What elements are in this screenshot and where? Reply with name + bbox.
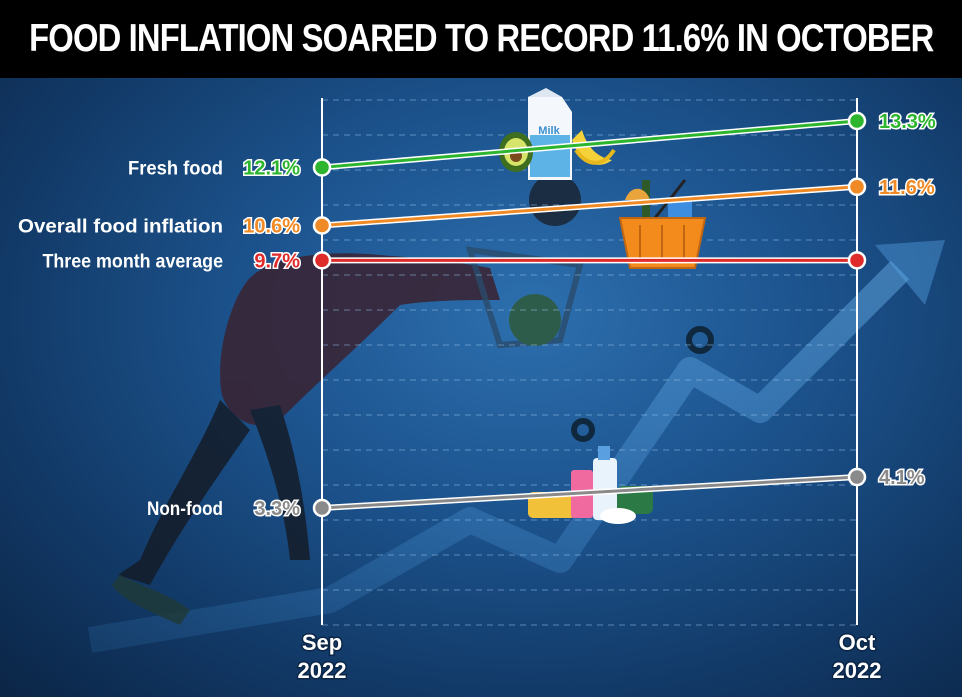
non-food-point bbox=[312, 498, 332, 518]
label-layer: Fresh food 12.1% 13.3% Overall food inflati… bbox=[18, 110, 937, 522]
overall-food-inflation-line bbox=[321, 185, 858, 227]
fresh-food-line bbox=[321, 119, 858, 169]
overall-food-inflation-point bbox=[312, 216, 332, 235]
non-food-value-label: 3.3% bbox=[254, 498, 300, 520]
fresh-food-value-label: 12.1% bbox=[243, 157, 300, 179]
three-month-average-point bbox=[847, 251, 867, 270]
non-food-value-label: 4.1% bbox=[879, 467, 925, 489]
non-food-point bbox=[847, 467, 867, 487]
non-food-series-label: Non-food bbox=[147, 499, 223, 520]
fresh-food-value-label: 13.3% bbox=[879, 111, 936, 133]
overall-food-inflation-value-label: 10.6% bbox=[243, 215, 300, 237]
gridlines bbox=[321, 98, 858, 626]
overall-food-inflation-point bbox=[847, 177, 867, 197]
rising-arrow-icon bbox=[87, 240, 945, 653]
title-bar: FOOD INFLATION SOARED TO RECORD 11.6% IN… bbox=[0, 0, 962, 78]
fresh-food-point bbox=[847, 111, 867, 131]
person-pushing-cart-icon bbox=[112, 174, 714, 625]
three-month-average-series-label: Three month average bbox=[43, 251, 224, 272]
non-food-line bbox=[321, 475, 858, 510]
x-tick-month: Oct bbox=[839, 630, 876, 655]
banana-icon bbox=[572, 130, 616, 165]
overall-food-inflation-value-label: 11.6% bbox=[879, 177, 935, 199]
chart-title: FOOD INFLATION SOARED TO RECORD 11.6% IN… bbox=[28, 17, 934, 60]
svg-text:Milk: Milk bbox=[538, 125, 560, 137]
milk-carton-icon: Milk bbox=[528, 88, 572, 180]
fresh-food-point bbox=[312, 158, 332, 177]
grocery-basket-icon bbox=[618, 179, 707, 269]
x-axis: Sep 2022 Oct 2022 bbox=[296, 629, 883, 685]
fresh-food-series-label: Fresh food bbox=[128, 158, 223, 179]
series-layer bbox=[312, 111, 867, 518]
x-tick-year: 2022 bbox=[298, 658, 347, 683]
three-month-average-value-label: 9.7% bbox=[254, 250, 300, 272]
overall-food-inflation-series-label: Overall food inflation bbox=[18, 216, 223, 237]
x-tick-month: Sep bbox=[302, 630, 342, 655]
three-month-average-point bbox=[312, 251, 332, 270]
x-tick-year: 2022 bbox=[833, 658, 882, 683]
